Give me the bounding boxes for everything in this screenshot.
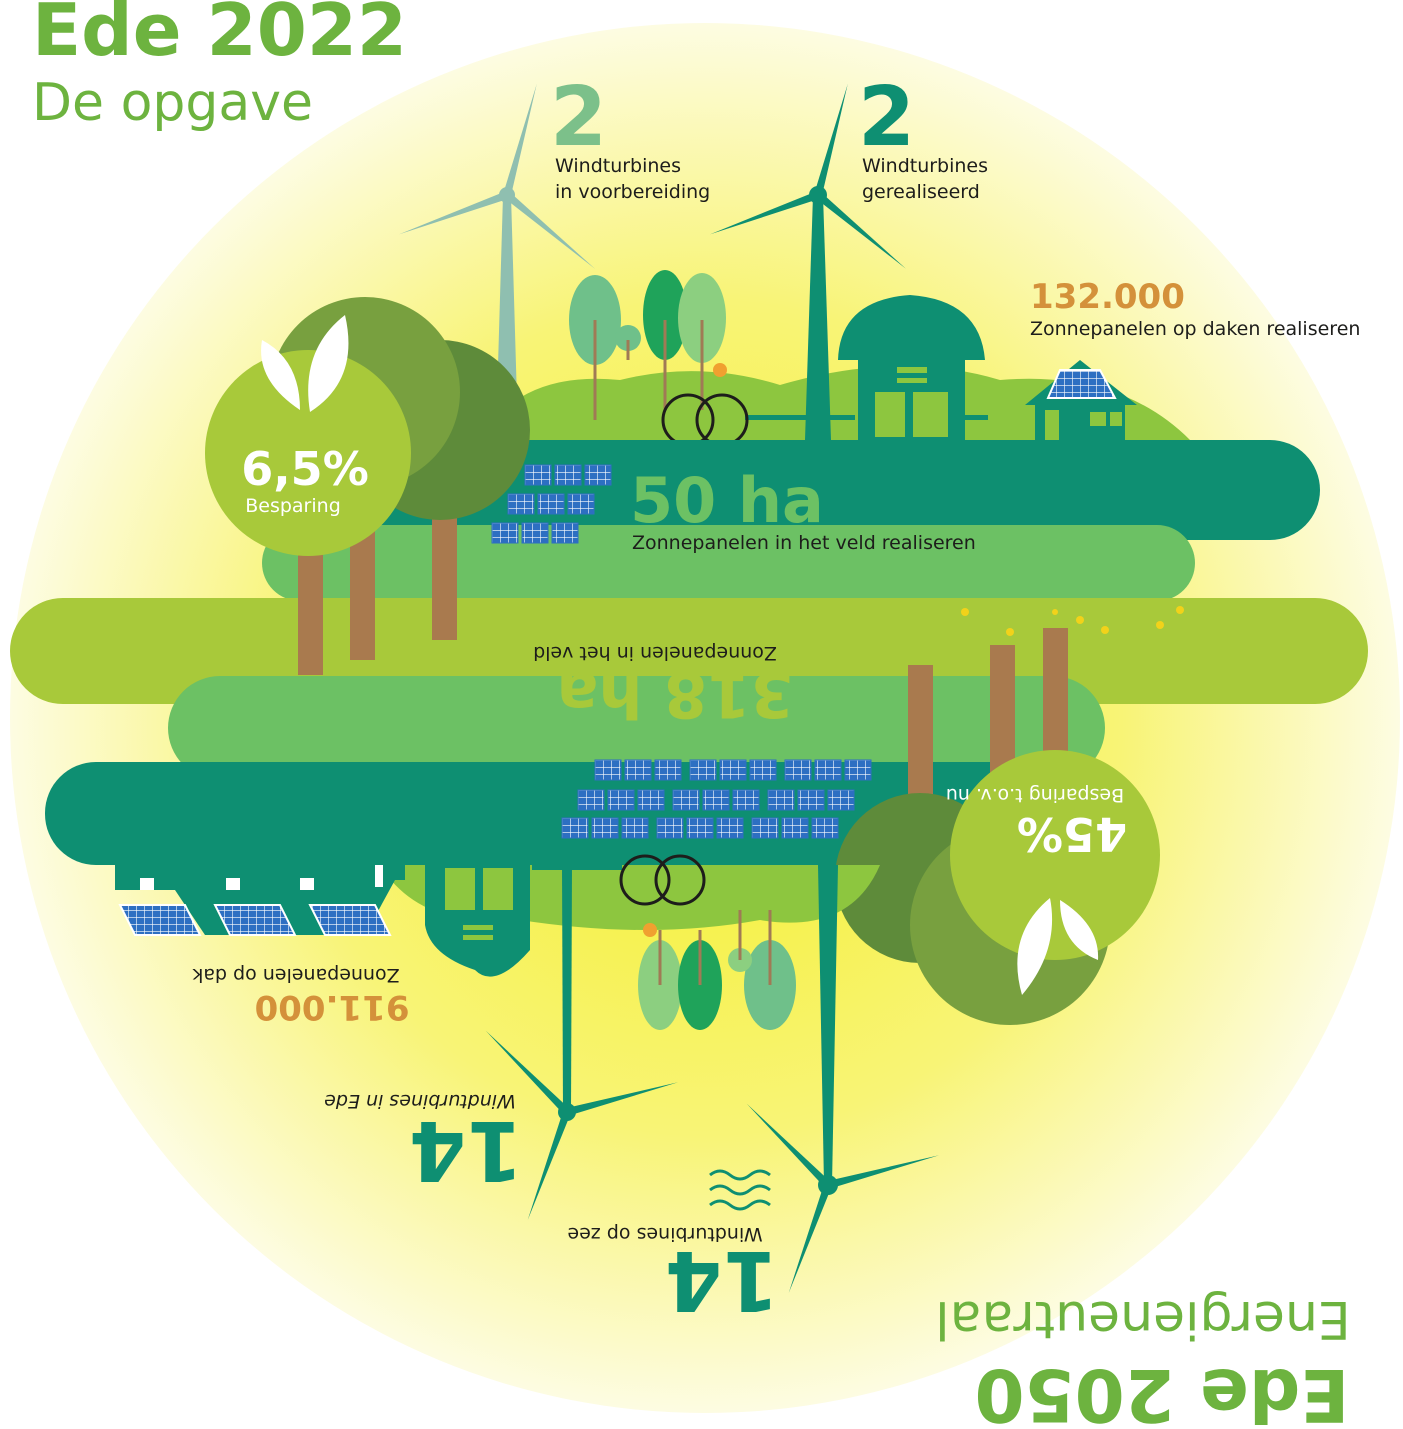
illustration-rect bbox=[1090, 412, 1106, 426]
illustration-use bbox=[525, 465, 611, 485]
title: Ede 2022 bbox=[32, 0, 407, 72]
illustration-rect bbox=[1045, 410, 1059, 440]
footer-title: Ede 2050 bbox=[974, 1353, 1349, 1429]
stat-label: Windturbines in Ede bbox=[324, 1090, 516, 1112]
illustration-rect bbox=[463, 935, 493, 940]
illustration-use bbox=[508, 494, 594, 514]
stat-label: Zonnepanelen in het veld realiseren bbox=[632, 532, 976, 554]
stat-number: 6,5% bbox=[241, 442, 369, 496]
illustration-rect bbox=[532, 865, 622, 870]
stat-number: 2 bbox=[550, 70, 607, 165]
stat-label: Zonnepanelen op dak bbox=[192, 964, 399, 986]
illustration-rect bbox=[990, 645, 1015, 775]
illustration-use bbox=[657, 818, 743, 838]
stat-number: 14 bbox=[665, 1232, 779, 1327]
subtitle: De opgave bbox=[32, 73, 313, 133]
stat-number: 911.000 bbox=[255, 987, 410, 1027]
illustration-rect bbox=[445, 868, 475, 910]
illustration-polygon bbox=[215, 905, 295, 935]
illustration-use bbox=[768, 790, 854, 810]
illustration-rect bbox=[897, 367, 927, 373]
illustration-rect bbox=[375, 865, 383, 887]
illustration-circle bbox=[1076, 616, 1084, 624]
illustration-circle bbox=[643, 923, 657, 937]
illustration-rect bbox=[1110, 412, 1122, 426]
illustration-circle bbox=[1101, 626, 1109, 634]
illustration-polygon bbox=[310, 905, 390, 935]
body: Ede 2022 De opgave 2 Windturbines in voo… bbox=[0, 0, 1403, 1429]
stat-label: Zonnepanelen op daken realiseren bbox=[1030, 318, 1360, 340]
illustration-use bbox=[690, 760, 776, 780]
illustration-use bbox=[492, 523, 578, 543]
illustration-circle bbox=[558, 1103, 576, 1121]
stat-label: Besparing bbox=[245, 495, 341, 517]
illustration-rect bbox=[483, 868, 513, 910]
stat-label: Windturbines bbox=[862, 155, 988, 177]
illustration-circle bbox=[1176, 606, 1184, 614]
illustration-polygon bbox=[120, 905, 200, 935]
stat-label: Besparing t.o.v. nu bbox=[946, 784, 1124, 806]
illustration-use bbox=[595, 760, 681, 780]
illustration-circle bbox=[1156, 621, 1164, 629]
illustration-rect bbox=[300, 878, 314, 890]
illustration-circle bbox=[818, 1175, 838, 1195]
illustration-rect bbox=[298, 540, 323, 675]
infographic: Ede 2022 De opgave 2 Windturbines in voo… bbox=[0, 0, 1403, 1429]
stat-number: 14 bbox=[409, 1102, 523, 1197]
illustration-use bbox=[562, 818, 648, 838]
illustration-rect bbox=[1043, 628, 1068, 768]
illustration-use bbox=[752, 818, 838, 838]
stat-label: Windturbines bbox=[555, 155, 681, 177]
stat-number: 45% bbox=[1017, 807, 1127, 861]
illustration-rect bbox=[745, 415, 855, 420]
illustration-polygon bbox=[562, 865, 572, 1112]
stat-number: 132.000 bbox=[1030, 277, 1185, 317]
illustration-use bbox=[785, 760, 871, 780]
stat-number: 2 bbox=[858, 70, 915, 165]
illustration-rect bbox=[913, 392, 948, 437]
illustration-circle bbox=[499, 187, 515, 203]
illustration-circle bbox=[713, 363, 727, 377]
illustration-circle bbox=[1006, 628, 1014, 636]
stat-label: in voorbereiding bbox=[555, 181, 710, 203]
illustration-rect bbox=[875, 392, 905, 437]
illustration-rect bbox=[432, 505, 457, 640]
illustration-rect bbox=[897, 378, 927, 383]
illustration-circle bbox=[1052, 609, 1058, 615]
illustration-g bbox=[120, 905, 390, 935]
stat-label: Zonnepanelen in het veld bbox=[533, 642, 777, 664]
stat-number: 318 ha bbox=[557, 658, 794, 731]
page: {"header": {"title": "Ede 2022", "subtit… bbox=[0, 0, 1403, 1429]
illustration-use bbox=[673, 790, 759, 810]
footer-subtitle: Energieneutraal bbox=[935, 1289, 1351, 1349]
illustration-rect bbox=[463, 925, 493, 930]
stat-number: 50 ha bbox=[630, 464, 824, 537]
illustration-rect bbox=[226, 878, 240, 890]
illustration-rect bbox=[908, 665, 933, 805]
stat-label: gerealiseerd bbox=[862, 181, 980, 203]
illustration-circle bbox=[809, 186, 827, 204]
stat-label: Windturbines op zee bbox=[567, 1223, 762, 1245]
illustration-rect bbox=[140, 878, 154, 890]
illustration-use bbox=[578, 790, 664, 810]
illustration-circle bbox=[961, 608, 969, 616]
